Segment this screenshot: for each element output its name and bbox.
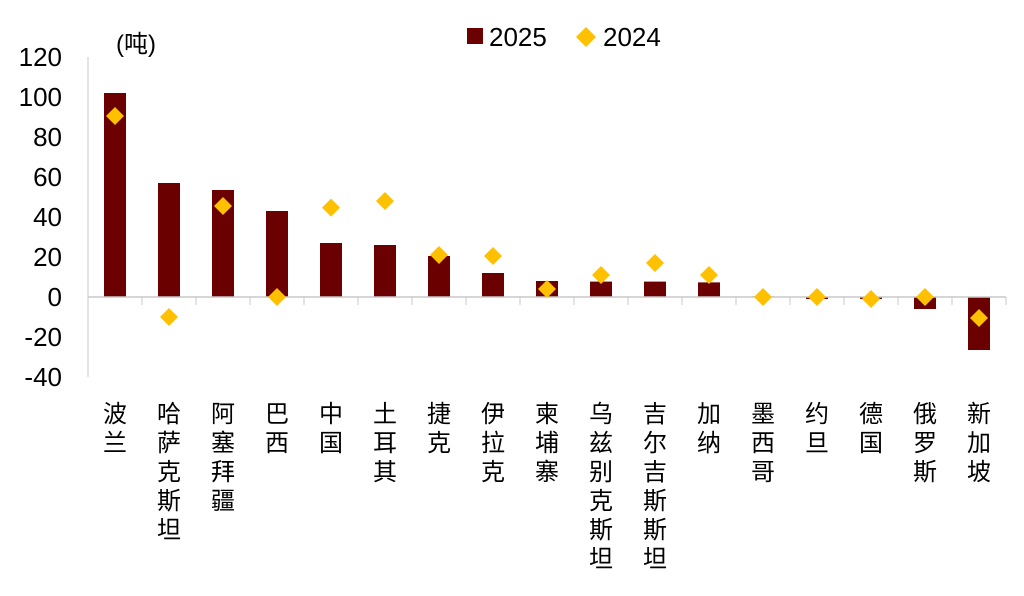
bar-2025 xyxy=(320,243,342,297)
bar-2025 xyxy=(698,282,720,297)
bars-2025 xyxy=(104,93,990,350)
point-2024 xyxy=(268,288,286,306)
point-2024 xyxy=(592,266,610,284)
point-2024 xyxy=(376,192,394,210)
point-2024 xyxy=(646,254,664,272)
y-tick-label: -40 xyxy=(24,362,62,392)
x-tick-label: 阿塞拜疆 xyxy=(211,401,235,515)
point-2024 xyxy=(106,107,124,125)
x-tick-label: 俄罗斯 xyxy=(913,401,937,486)
point-2024 xyxy=(430,246,448,264)
point-2024 xyxy=(322,198,340,217)
x-tick-label: 中国 xyxy=(319,401,343,457)
y-tick-label: 60 xyxy=(33,162,62,192)
bar-2025 xyxy=(158,183,180,297)
x-tick-label: 约旦 xyxy=(805,401,829,457)
point-2024 xyxy=(484,247,502,265)
x-tick-label: 德国 xyxy=(859,401,883,457)
bar-2025 xyxy=(644,281,666,297)
legend-swatch-2025 xyxy=(467,28,483,44)
bar-2025 xyxy=(374,245,396,297)
legend-swatch-2024 xyxy=(576,27,596,47)
bar-2025 xyxy=(212,190,234,297)
legend: 2025 2024 xyxy=(467,22,661,52)
point-2024 xyxy=(970,309,988,327)
points-2024 xyxy=(106,107,988,327)
x-tick-label: 乌兹别克斯坦 xyxy=(589,401,613,573)
point-2024 xyxy=(754,288,772,306)
point-2024 xyxy=(916,288,934,306)
x-tick-label: 伊拉克 xyxy=(481,401,505,486)
x-tick-label: 土耳其 xyxy=(373,401,397,486)
y-tick-label: 100 xyxy=(19,82,62,112)
legend-label-2024: 2024 xyxy=(603,22,661,52)
bar-2025 xyxy=(590,281,612,297)
x-tick-label: 柬埔寨 xyxy=(535,401,559,486)
bar-2025 xyxy=(104,93,126,297)
point-2024 xyxy=(808,288,826,306)
unit-label: (吨) xyxy=(116,31,156,58)
x-tick-label: 捷克 xyxy=(427,401,451,457)
y-tick-label: 80 xyxy=(33,122,62,152)
y-tick-label: 20 xyxy=(33,242,62,272)
bar-2025 xyxy=(428,256,450,297)
point-2024 xyxy=(538,280,556,298)
x-tick-label: 加纳 xyxy=(697,401,721,457)
y-tick-label: 40 xyxy=(33,202,62,232)
y-axis: -40 -20 0 20 40 60 80 100 120 xyxy=(19,42,89,392)
point-2024 xyxy=(160,308,178,326)
x-tick-label: 墨西哥 xyxy=(751,401,775,486)
y-tick-label: 0 xyxy=(48,282,62,312)
y-tick-label: -20 xyxy=(24,322,62,352)
point-2024 xyxy=(700,266,718,284)
x-tick-label: 巴西 xyxy=(265,401,289,457)
x-tick-label: 哈萨克斯坦 xyxy=(157,401,181,544)
bar-2025 xyxy=(266,211,288,297)
point-2024 xyxy=(214,197,232,215)
legend-label-2025: 2025 xyxy=(489,22,547,52)
point-2024 xyxy=(862,290,880,308)
x-tick-label: 吉尔吉斯斯坦 xyxy=(643,401,667,573)
x-tick-label: 波兰 xyxy=(103,401,127,457)
bar-2025 xyxy=(482,273,504,297)
x-tick-label: 新加坡 xyxy=(967,401,991,486)
y-tick-label: 120 xyxy=(19,42,62,72)
